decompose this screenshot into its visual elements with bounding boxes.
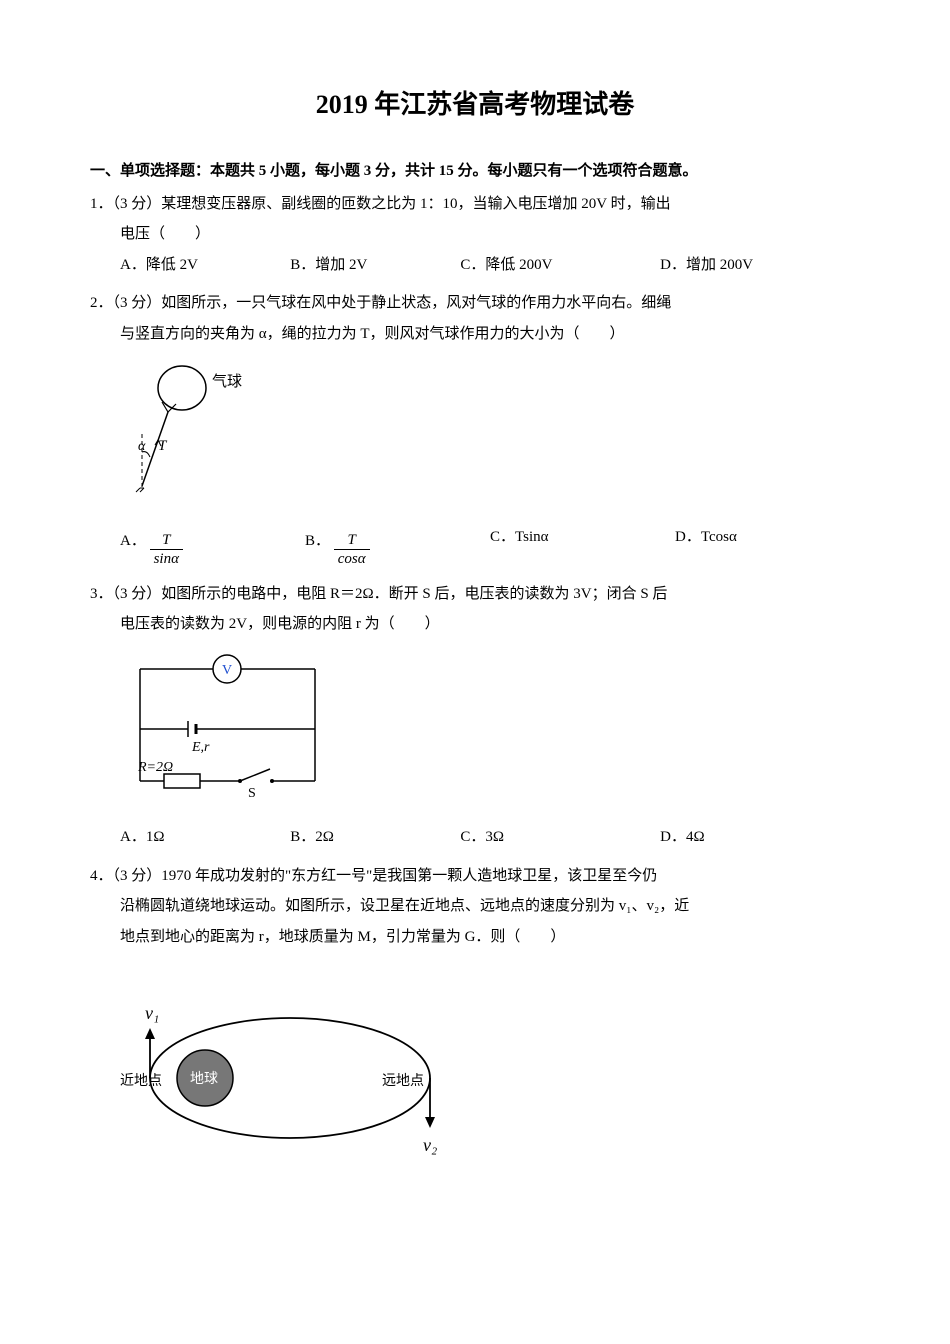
- q3-diagram: V E,r R=2Ω S: [120, 651, 860, 812]
- v1-label: v₁: [145, 1003, 159, 1023]
- q4-diagram: 地球 v₁ 近地点 v₂ 远地点: [120, 963, 860, 1174]
- circuit-svg: V E,r R=2Ω S: [120, 651, 330, 801]
- q3-option-c: C．3Ω: [460, 823, 660, 852]
- balloon-label: 气球: [212, 373, 242, 390]
- q2-cont: 与竖直方向的夹角为 α，绳的拉力为 T，则风对气球作用力的大小为（ ）: [120, 320, 860, 349]
- q3-options: A．1Ω B．2Ω C．3Ω D．4Ω: [120, 823, 860, 852]
- q3-option-a: A．1Ω: [120, 823, 290, 852]
- q1-cont: 电压（ ）: [120, 220, 860, 249]
- near-label: 近地点: [120, 1073, 162, 1089]
- q3-cont: 电压表的读数为 2V，则电源的内阻 r 为（ ）: [120, 610, 860, 639]
- alpha-label: α: [138, 439, 146, 454]
- q3-option-b: B．2Ω: [290, 823, 460, 852]
- s-label: S: [248, 786, 256, 801]
- q4-cont1: 沿椭圆轨道绕地球运动。如图所示，设卫星在近地点、远地点的速度分别为 v₁、v₂，…: [120, 892, 860, 921]
- q2-option-c: C．Tsinα: [490, 523, 675, 552]
- orbit-svg: 地球 v₁ 近地点 v₂ 远地点: [120, 963, 460, 1163]
- t-label: T: [158, 438, 168, 454]
- q2-option-b: B． T cosα: [305, 523, 490, 560]
- v2-label: v₂: [423, 1135, 437, 1155]
- section-header: 一、单项选择题：本题共 5 小题，每小题 3 分，共计 15 分。每小题只有一个…: [90, 157, 860, 186]
- q4-text: 4．（3 分）1970 年成功发射的"东方红一号"是我国第一颗人造地球卫星，该卫…: [90, 862, 860, 891]
- question-3: 3．（3 分）如图所示的电路中，电阻 R＝2Ω．断开 S 后，电压表的读数为 3…: [90, 580, 860, 852]
- q2-option-d: D．Tcosα: [675, 523, 860, 552]
- q3-text: 3．（3 分）如图所示的电路中，电阻 R＝2Ω．断开 S 后，电压表的读数为 3…: [90, 580, 860, 609]
- far-label: 远地点: [382, 1073, 424, 1089]
- balloon-svg: 气球 α T: [120, 360, 300, 500]
- q1-text: 1．（3 分）某理想变压器原、副线圈的匝数之比为 1：10，当输入电压增加 20…: [90, 190, 860, 219]
- q1-option-b: B．增加 2V: [290, 251, 460, 280]
- q3-option-d: D．4Ω: [660, 823, 860, 852]
- q1-options: A．降低 2V B．增加 2V C．降低 200V D．增加 200V: [120, 251, 860, 280]
- voltmeter-label: V: [222, 663, 232, 678]
- r-label: R=2Ω: [137, 760, 173, 775]
- q4-cont2: 地点到地心的距离为 r，地球质量为 M，引力常量为 G．则（ ）: [120, 923, 860, 952]
- q2-option-a: A． T sinα: [120, 523, 305, 560]
- q2-options: A． T sinα B． T cosα C．Tsinα D．Tcosα: [120, 523, 860, 560]
- q1-option-c: C．降低 200V: [460, 251, 660, 280]
- emf-label: E,r: [191, 740, 210, 755]
- question-4: 4．（3 分）1970 年成功发射的"东方红一号"是我国第一颗人造地球卫星，该卫…: [90, 862, 860, 1174]
- q2-text: 2．（3 分）如图所示，一只气球在风中处于静止状态，风对气球的作用力水平向右。细…: [90, 289, 860, 318]
- page-title: 2019 年江苏省高考物理试卷: [90, 80, 860, 129]
- q1-option-a: A．降低 2V: [120, 251, 290, 280]
- q2-diagram: 气球 α T: [120, 360, 860, 511]
- earth-label: 地球: [190, 1071, 218, 1087]
- question-2: 2．（3 分）如图所示，一只气球在风中处于静止状态，风对气球的作用力水平向右。细…: [90, 289, 860, 560]
- q1-option-d: D．增加 200V: [660, 251, 860, 280]
- question-1: 1．（3 分）某理想变压器原、副线圈的匝数之比为 1：10，当输入电压增加 20…: [90, 190, 860, 280]
